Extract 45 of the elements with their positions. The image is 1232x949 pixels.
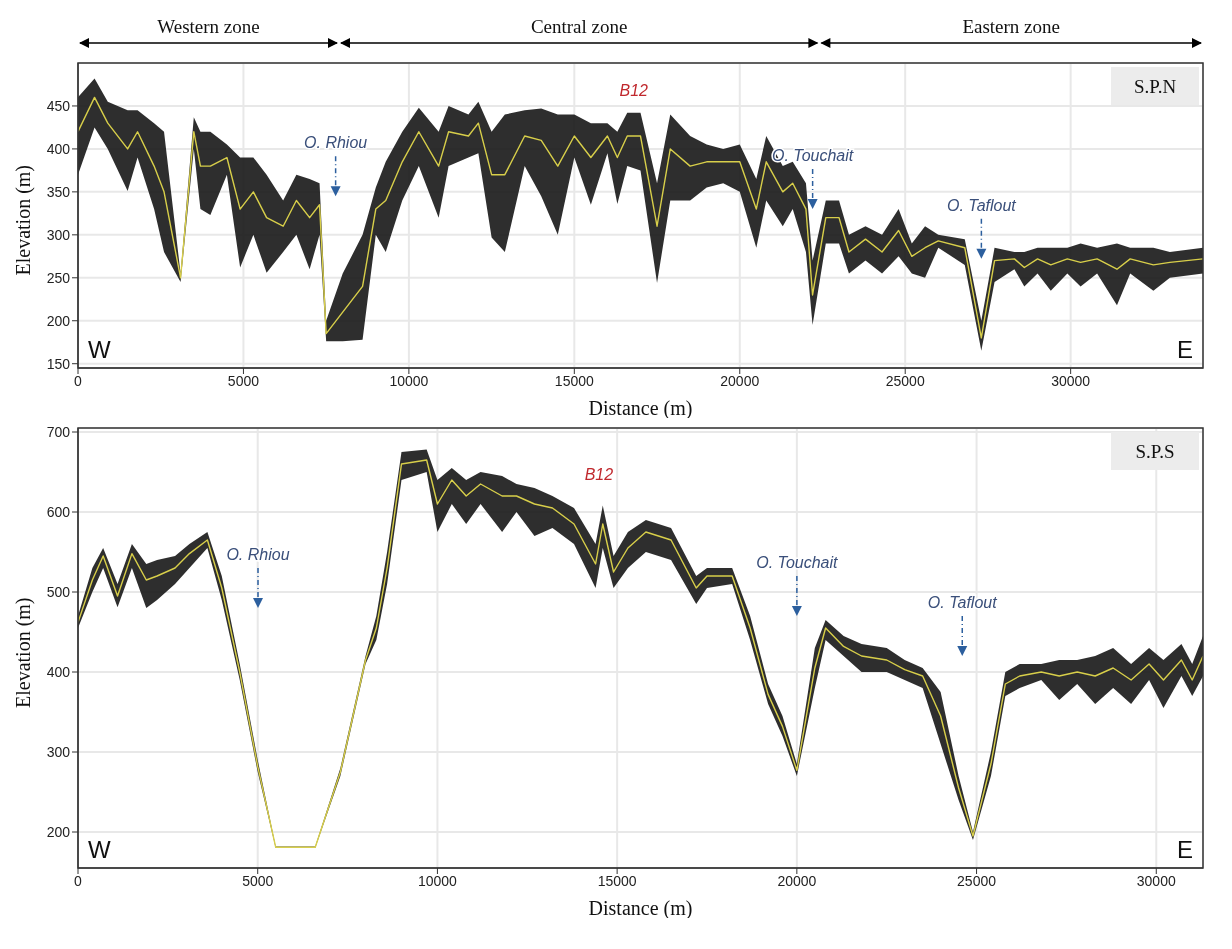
y-tick-label: 450 bbox=[46, 97, 71, 114]
x-tick-label: 15000 bbox=[554, 372, 594, 389]
y-tick-label: 400 bbox=[46, 140, 71, 157]
annotation: B12 bbox=[619, 81, 649, 99]
annotation: O. Rhiou bbox=[304, 134, 368, 152]
x-tick-label: 20000 bbox=[720, 372, 760, 389]
text: S.P.N bbox=[1133, 76, 1177, 97]
y-tick-label: 200 bbox=[46, 312, 71, 329]
annotation: E bbox=[1176, 336, 1193, 363]
y-tick-label: 200 bbox=[46, 823, 71, 840]
y-axis-title: Elevation (m) bbox=[12, 597, 36, 708]
x-tick-label: 0 bbox=[74, 372, 83, 389]
x-tick-label: 15000 bbox=[597, 872, 637, 889]
text: Eastern zone bbox=[962, 16, 1060, 37]
y-tick-label: 350 bbox=[46, 183, 71, 200]
annotation: W bbox=[88, 336, 111, 363]
x-tick-label: 25000 bbox=[957, 872, 997, 889]
x-tick-label: 25000 bbox=[885, 372, 925, 389]
x-tick-label: 10000 bbox=[389, 372, 429, 389]
x-tick-label: 5000 bbox=[227, 372, 260, 389]
x-tick-label: 30000 bbox=[1051, 372, 1091, 389]
y-tick-label: 300 bbox=[46, 743, 71, 760]
x-tick-label: 0 bbox=[74, 872, 83, 889]
annotation: O. Rhiou bbox=[226, 545, 290, 563]
y-tick-label: 150 bbox=[46, 355, 71, 372]
text: Central zone bbox=[530, 16, 628, 37]
y-tick-label: 700 bbox=[46, 423, 71, 440]
x-tick-label: 20000 bbox=[777, 872, 817, 889]
x-tick-label: 5000 bbox=[242, 872, 274, 889]
y-tick-label: 400 bbox=[46, 663, 71, 680]
text: Western zone bbox=[157, 16, 260, 37]
annotation: W bbox=[88, 836, 111, 863]
text: S.P.S bbox=[1135, 441, 1175, 462]
y-tick-label: 250 bbox=[46, 269, 71, 286]
x-tick-label: 10000 bbox=[417, 872, 458, 889]
y-tick-label: 300 bbox=[46, 226, 71, 243]
x-tick-label: 30000 bbox=[1136, 872, 1176, 889]
annotation: O. Taflout bbox=[946, 196, 1017, 214]
y-tick-label: 500 bbox=[46, 583, 71, 600]
y-tick-label: 600 bbox=[46, 503, 71, 520]
annotation: B12 bbox=[584, 465, 614, 483]
annotation: O. Touchait bbox=[756, 553, 839, 571]
y-axis-title: Elevation (m) bbox=[12, 164, 36, 276]
annotation: E bbox=[1176, 836, 1193, 863]
annotation: O. Taflout bbox=[927, 593, 998, 611]
